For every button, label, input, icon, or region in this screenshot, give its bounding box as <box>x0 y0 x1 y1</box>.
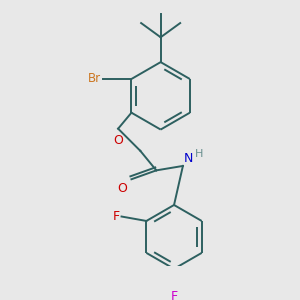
Text: N: N <box>184 152 193 165</box>
Text: O: O <box>117 182 127 195</box>
Text: F: F <box>112 210 120 223</box>
Text: Br: Br <box>88 73 101 85</box>
Text: F: F <box>170 290 178 300</box>
Text: O: O <box>113 134 123 147</box>
Text: H: H <box>194 149 203 159</box>
